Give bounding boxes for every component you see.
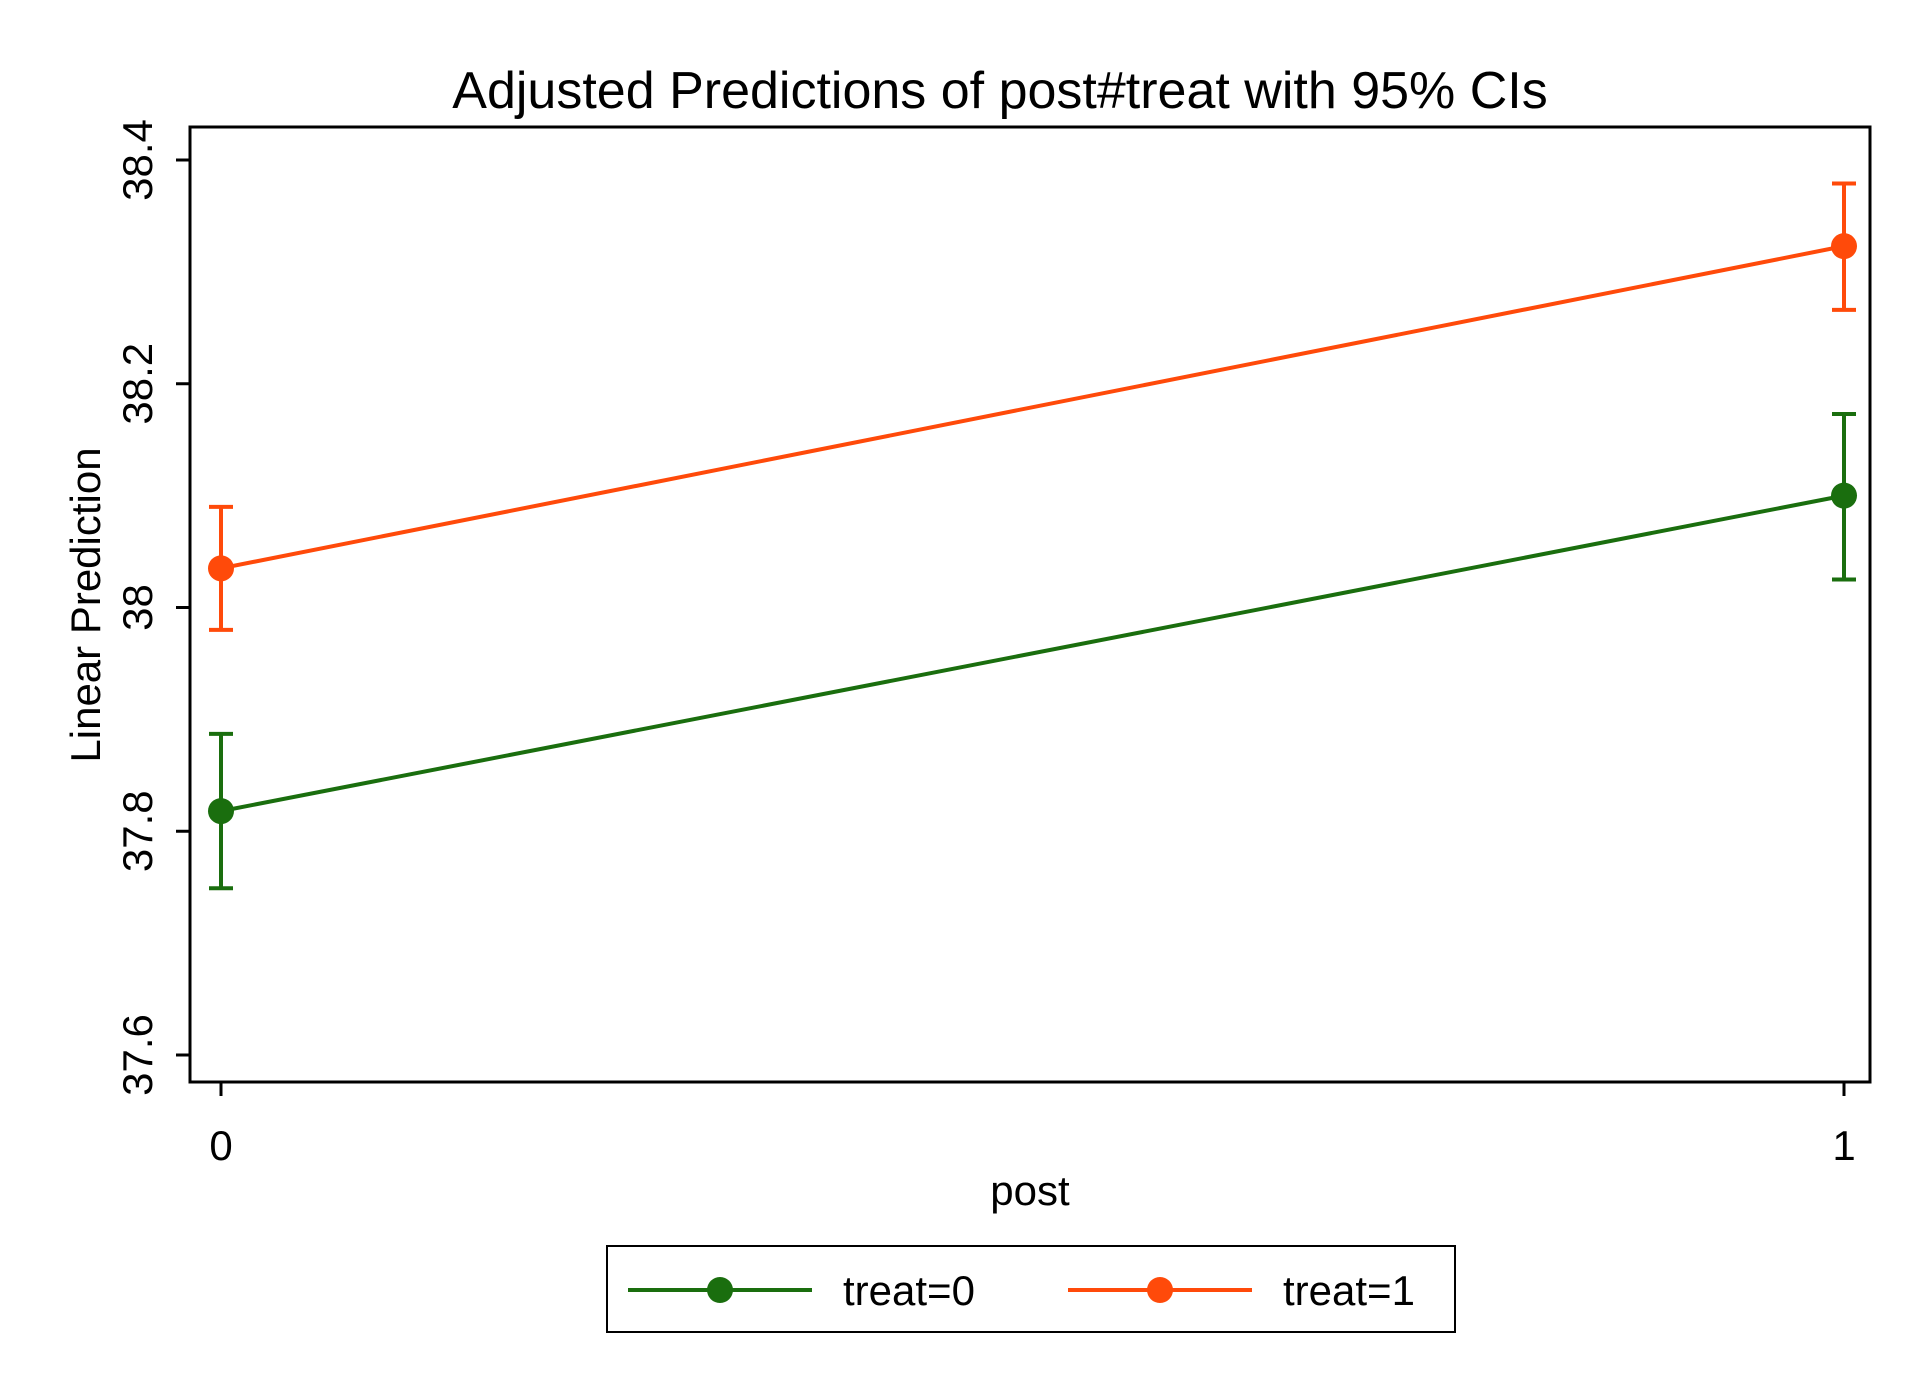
- series-line: [220, 244, 1845, 571]
- legend: treat=0 treat=1: [606, 1245, 1456, 1333]
- legend-marker: [1147, 1277, 1173, 1303]
- legend-items: treat=0 treat=1: [628, 1267, 1415, 1314]
- x-axis-label: post: [990, 1167, 1070, 1214]
- data-point: [1831, 233, 1857, 260]
- y-tick-label: 37.8: [114, 790, 161, 872]
- legend-label: treat=0: [843, 1267, 975, 1314]
- y-tick-label: 38.4: [114, 119, 161, 201]
- legend-marker: [707, 1277, 733, 1303]
- y-tick-label: 38.2: [114, 343, 161, 425]
- y-tick-label: 37.6: [114, 1014, 161, 1096]
- series-line: [220, 493, 1845, 814]
- x-tick-label: 1: [1832, 1122, 1855, 1169]
- legend-label: treat=1: [1283, 1267, 1415, 1314]
- x-tick-label: 0: [209, 1122, 232, 1169]
- data-point: [208, 798, 234, 825]
- data-point: [1831, 482, 1857, 509]
- data-point: [208, 555, 234, 582]
- chart-title: Adjusted Predictions of post#treat with …: [452, 62, 1547, 120]
- legend-item: treat=1: [1068, 1267, 1415, 1314]
- legend-item: treat=0: [628, 1267, 975, 1314]
- y-axis-label: Linear Prediction: [62, 447, 109, 762]
- y-axis-ticks: 37.6 37.8 38 38.2 38.4: [114, 119, 190, 1096]
- series-treat=0: [208, 411, 1857, 891]
- series-layer: [208, 181, 1857, 891]
- y-tick-label: 38: [114, 584, 161, 631]
- series-treat=1: [208, 181, 1857, 632]
- plot-area-frame: [188, 125, 1872, 1084]
